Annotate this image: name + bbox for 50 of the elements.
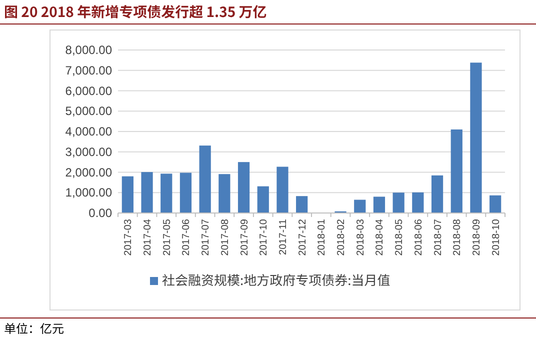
x-tick-label: 2017-09	[239, 218, 250, 256]
y-tick-label: 3,000.00	[65, 144, 112, 159]
bar	[276, 166, 288, 213]
y-tick-label: 1,000.00	[65, 186, 112, 200]
y-tick-label: 7,000.00	[65, 63, 112, 78]
bar	[296, 196, 308, 213]
x-tick-label: 2017-12	[297, 218, 308, 256]
y-tick-label: 8,000.00	[65, 43, 112, 57]
x-tick-label: 2018-05	[394, 218, 406, 256]
x-tick-label: 2017-04	[142, 218, 154, 256]
y-tick-label: 4,000.00	[65, 124, 112, 138]
bar	[392, 192, 404, 213]
bar	[470, 62, 482, 213]
x-tick-label: 2017-07	[200, 218, 212, 256]
bar	[199, 146, 211, 213]
bar	[141, 172, 153, 213]
x-tick-label: 2017-05	[162, 218, 173, 256]
legend-label: 社会融资规模:地方政府专项债券:当月值	[162, 270, 390, 289]
x-tick-label: 2018-07	[432, 218, 444, 256]
bar	[238, 162, 250, 213]
bar	[180, 172, 192, 213]
bar	[218, 174, 230, 213]
bar	[122, 176, 134, 213]
x-tick-label: 2018-09	[471, 218, 482, 256]
x-tick-label: 2018-01	[316, 218, 328, 256]
x-tick-label: 2018-08	[452, 218, 464, 256]
chart-title: 图 20 2018 年新增专项债发行超 1.35 万亿	[4, 2, 267, 22]
x-tick-label: 2017-10	[258, 218, 270, 256]
bar	[354, 200, 366, 213]
y-tick-label: 2,000.00	[65, 165, 112, 180]
bar	[373, 196, 386, 213]
x-tick-label: 2017-11	[278, 218, 289, 255]
x-tick-label: 2018-03	[355, 218, 366, 256]
bar	[431, 175, 444, 213]
x-tick-label: 2017-08	[220, 218, 231, 256]
x-tick-label: 2018-02	[336, 218, 348, 256]
bar	[412, 192, 424, 213]
x-tick-label: 2017-06	[181, 218, 192, 256]
x-tick-label: 2018-04	[374, 218, 386, 256]
bar	[257, 186, 269, 213]
bar	[490, 195, 502, 213]
bar	[450, 129, 462, 213]
text: 单位：亿元	[4, 320, 64, 337]
bar	[160, 174, 172, 213]
y-tick-label: 5,000.00	[65, 104, 112, 118]
x-tick-label: 2017-03	[123, 218, 134, 256]
y-tick-label: 6,000.00	[65, 84, 112, 98]
y-tick-label: 0.00	[88, 206, 112, 220]
x-tick-label: 2018-10	[490, 218, 502, 256]
x-tick-label: 2018-06	[413, 218, 424, 256]
